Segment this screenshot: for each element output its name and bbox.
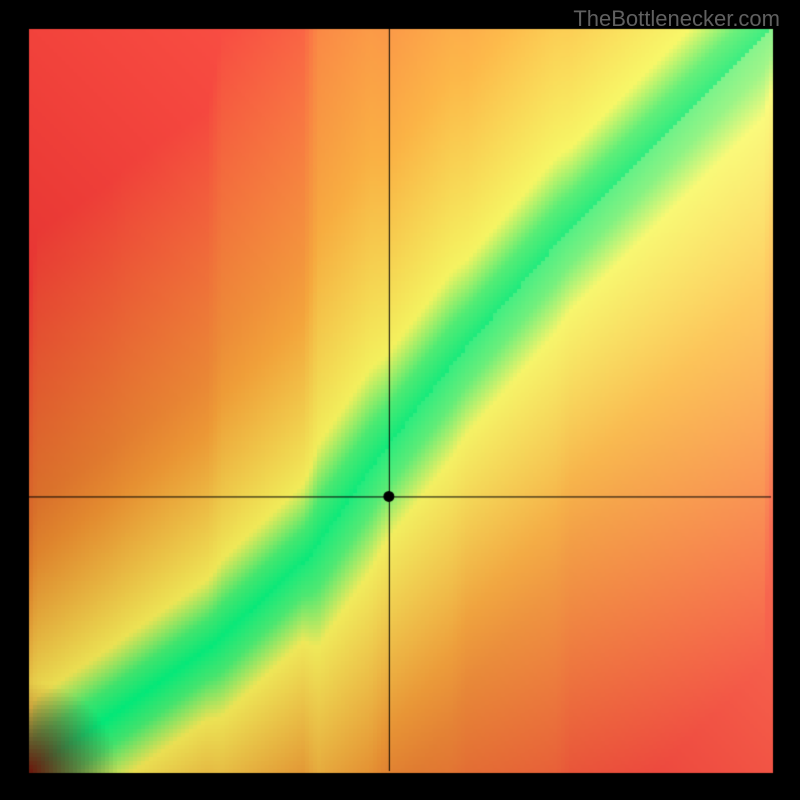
chart-container: TheBottlenecker.com bbox=[0, 0, 800, 800]
watermark-text: TheBottlenecker.com bbox=[573, 6, 780, 32]
heatmap-canvas bbox=[0, 0, 800, 800]
